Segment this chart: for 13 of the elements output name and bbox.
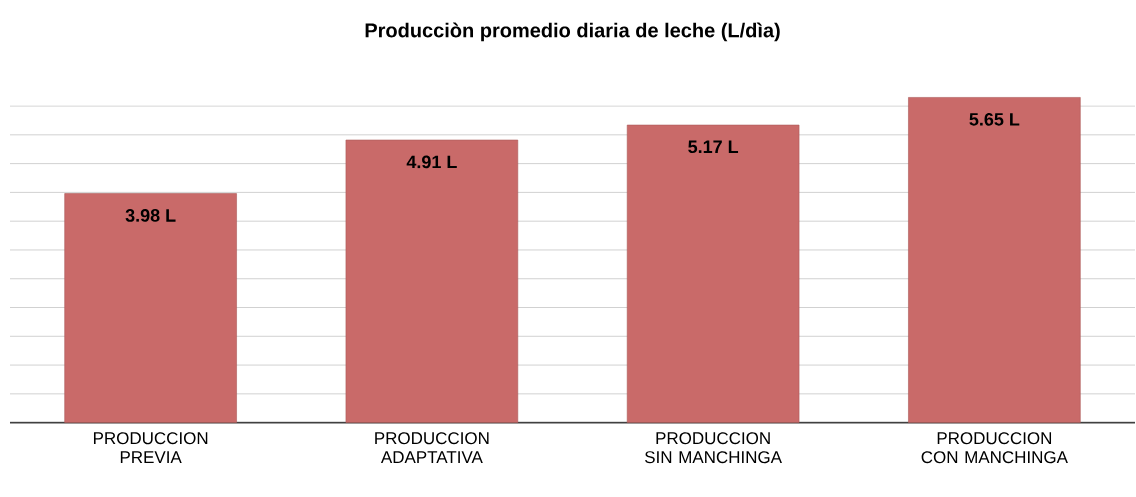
bar: [64, 193, 237, 424]
x-tick-label: PRODUCCION CON MANCHINGA: [921, 432, 1068, 464]
bar: [908, 97, 1081, 424]
data-label: 3.98 L: [125, 209, 176, 223]
data-label: 5.17 L: [688, 140, 739, 154]
bar: [345, 139, 519, 424]
data-label: 5.65 L: [969, 113, 1020, 126]
bar: [626, 124, 800, 424]
data-label: 4.91 L: [406, 155, 457, 169]
chart-title: Producciòn promedio diaria de leche (L/dìa): [365, 22, 780, 42]
x-tick-label: PRODUCCION SIN MANCHINGA: [645, 432, 782, 464]
x-tick-label: PRODUCCION ADAPTATIVA: [375, 432, 489, 464]
x-tick-label: PRODUCCION PREVIA: [93, 432, 208, 464]
